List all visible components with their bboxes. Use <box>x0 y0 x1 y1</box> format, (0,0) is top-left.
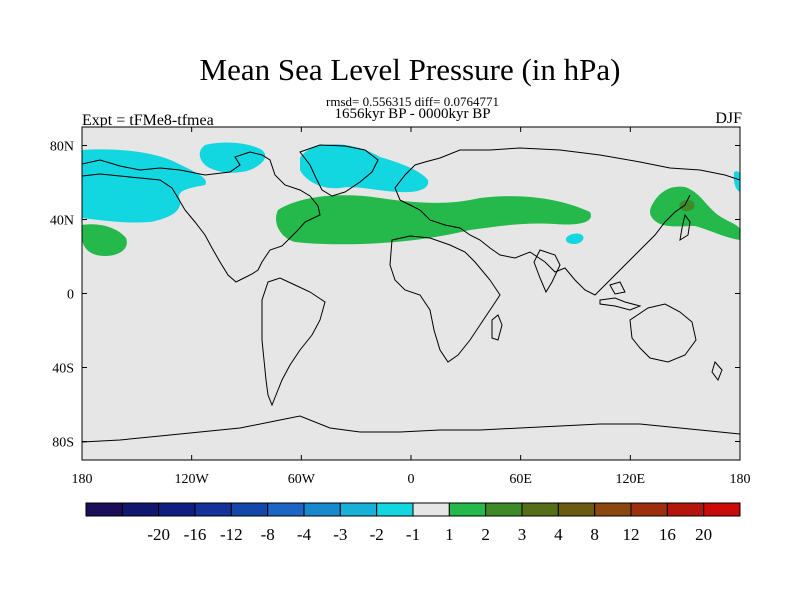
anomaly-north-pacific-east-edge <box>733 171 740 192</box>
period-text: 1656kyr BP - 0000kyr BP <box>334 106 491 122</box>
anomaly-greenland-arctic-negative <box>300 144 429 193</box>
colorbar-label: -12 <box>220 525 243 544</box>
coastline-north-america <box>82 151 321 283</box>
colorbar-swatch <box>230 502 269 517</box>
colorbar-swatch <box>303 502 341 517</box>
coastline-south-america <box>261 277 326 407</box>
colorbar-label: 3 <box>518 525 527 544</box>
x-tick-label: 0 <box>408 472 415 487</box>
x-tick-label: 60E <box>509 472 532 487</box>
x-axis: 180 120W 60W 0 60E 120E 180 <box>72 127 751 487</box>
colorbar-label: 2 <box>481 525 490 544</box>
colorbar-swatch <box>666 502 705 517</box>
colorbar-swatch <box>267 502 305 517</box>
y-tick-label: 40S <box>52 362 74 377</box>
coastline-new-zealand <box>711 360 723 382</box>
colorbar-swatch <box>121 502 160 517</box>
colorbar-swatch <box>412 502 450 517</box>
anomaly-kuril-positive <box>679 200 695 211</box>
coastline-india <box>533 249 561 294</box>
colorbar-swatch <box>448 502 487 517</box>
colorbar-label: -8 <box>261 525 275 544</box>
coastline-africa <box>389 235 501 363</box>
coastline-greenland <box>299 144 379 197</box>
colorbar-swatch <box>485 502 523 517</box>
anomaly-north-america-negative <box>199 142 266 173</box>
coastline-eurasia <box>394 147 740 296</box>
colorbar-label: -16 <box>184 525 207 544</box>
coastline-indonesia <box>599 281 642 311</box>
page-title: Mean Sea Level Pressure (in hPa) <box>199 52 621 87</box>
colorbar-label: 12 <box>623 525 640 544</box>
experiment-label: Expt = tFMe8-tfmea <box>82 112 214 129</box>
colorbar-swatch <box>376 502 414 517</box>
colorbar-label: -1 <box>406 525 420 544</box>
colorbar-label: -4 <box>297 525 312 544</box>
colorbar-label: -20 <box>147 525 170 544</box>
colorbar-label: -2 <box>370 525 384 544</box>
anomaly-north-pacific-negative <box>82 149 206 223</box>
colorbar-label: 16 <box>659 525 676 544</box>
x-tick-label: 180 <box>72 472 93 487</box>
x-tick-label: 60W <box>288 472 316 487</box>
colorbar-swatch <box>557 502 596 517</box>
anomaly-tibet-negative <box>565 233 584 244</box>
coastline-japan <box>679 213 691 242</box>
x-tick-label: 180 <box>730 472 751 487</box>
stats-text: rmsd= 0.556315 diff= 0.0764771 <box>326 94 499 109</box>
colorbar-label: 8 <box>590 525 599 544</box>
colorbar-swatch <box>194 502 232 517</box>
coastlines <box>82 144 740 443</box>
y-tick-label: 40N <box>50 214 74 229</box>
colorbar-label: 20 <box>695 525 712 544</box>
y-tick-label: 80N <box>50 140 74 155</box>
colorbar-swatch <box>630 502 668 517</box>
colorbar-swatch <box>521 502 559 517</box>
colorbar-swatch <box>85 502 123 517</box>
y-axis: 80N 40N 0 40S 80S <box>50 140 740 451</box>
y-tick-label: 80S <box>52 436 74 451</box>
coastline-antarctica <box>82 415 740 443</box>
colorbar-label: 4 <box>554 525 563 544</box>
colorbar-swatch <box>594 502 632 517</box>
x-tick-label: 120E <box>616 472 646 487</box>
anomaly-east-pacific-positive <box>82 224 127 256</box>
y-tick-label: 0 <box>67 288 74 303</box>
season-label: DJF <box>715 110 742 127</box>
colorbar-swatch <box>703 502 741 517</box>
coastline-australia <box>629 303 697 363</box>
coastline-madagascar <box>491 314 503 341</box>
anomaly-atlantic-eurasia-positive <box>275 195 591 245</box>
colorbar-swatch <box>339 502 378 517</box>
anomaly-northwest-pacific-positive <box>650 186 740 240</box>
colorbar-label: -3 <box>333 525 347 544</box>
colorbar: -20 -16 -12 -8 -4 -3 -2 -1 1 2 3 4 8 12 16 20 <box>85 502 741 544</box>
colorbar-swatch <box>158 502 196 517</box>
x-tick-label: 120W <box>175 472 210 487</box>
colorbar-label: 1 <box>445 525 454 544</box>
